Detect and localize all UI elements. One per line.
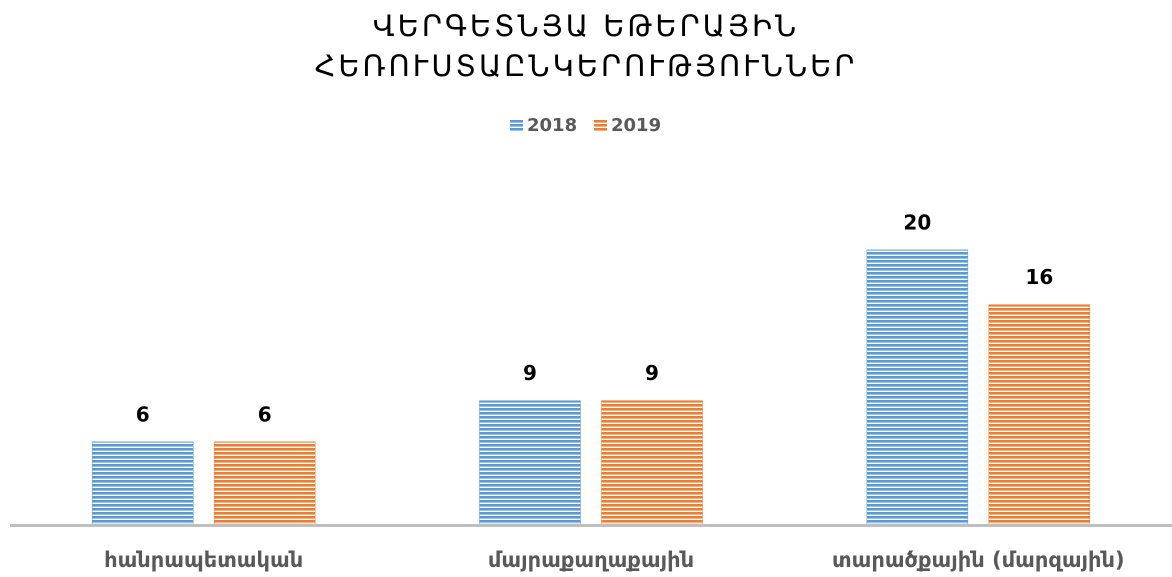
- bar: [988, 304, 1091, 525]
- chart-title: ՀԵՌՈՒՍՏԱԸՆԿԵՐՈՒԹՅՈՒՆՆԵՐ: [315, 49, 858, 83]
- value-label: 16: [1025, 265, 1053, 289]
- value-label: 6: [258, 402, 272, 426]
- legend-swatch: [510, 119, 523, 132]
- bar: [91, 441, 194, 525]
- chart-title: ՎԵՐԳԵՏՆՅԱ ԵԹԵՐԱՅԻՆ: [373, 9, 799, 43]
- legend-label: 2018: [527, 115, 577, 136]
- bar: [479, 400, 581, 525]
- bar: [866, 249, 969, 525]
- legend-swatch: [594, 119, 607, 132]
- bar: [213, 441, 316, 525]
- x-tick-label: տարածքային (մարզային): [832, 548, 1125, 572]
- value-label: 6: [136, 402, 150, 426]
- legend-label: 2019: [611, 115, 661, 136]
- value-label: 9: [645, 361, 659, 385]
- value-label: 20: [903, 210, 931, 234]
- bar: [601, 400, 703, 525]
- x-tick-label: մայրաքաղաքային: [488, 548, 694, 572]
- value-label: 9: [523, 361, 537, 385]
- x-tick-label: հանրապետական: [104, 548, 303, 572]
